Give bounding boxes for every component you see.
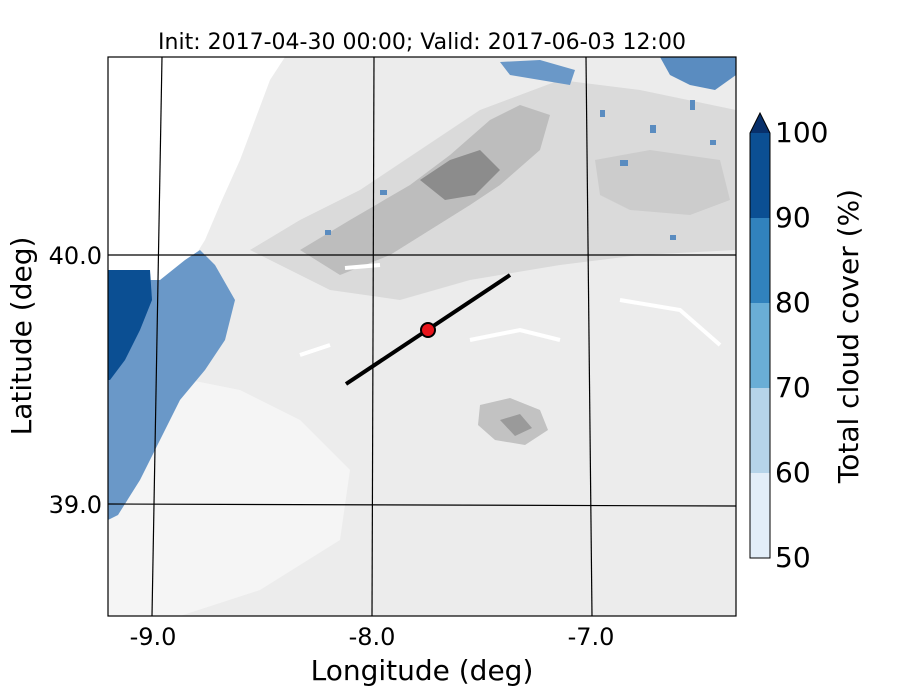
cloud-cover-west-dense <box>108 270 152 380</box>
x-tick-label: -9.0 <box>130 623 177 651</box>
colorbar-segment <box>750 473 770 558</box>
colorbar-tick: 60 <box>775 456 811 489</box>
rivers <box>299 263 722 357</box>
colorbar-label: Total cloud cover (%) <box>832 189 865 484</box>
x-tick-label: -7.0 <box>568 623 615 651</box>
colorbar-segment <box>750 218 770 303</box>
mountain-ridge <box>300 105 550 275</box>
figure-title: Init: 2017-04-30 00:00; Valid: 2017-06-0… <box>158 30 686 55</box>
colorbar-extend-arrow <box>750 113 770 133</box>
y-tick-label: 40.0 <box>49 242 102 270</box>
y-axis-label: Latitude (deg) <box>5 237 38 436</box>
cloud-cover-north <box>500 60 575 85</box>
colorbar-segment <box>750 303 770 388</box>
cloud-cover-patches <box>325 100 716 240</box>
colorbar-outline <box>749 111 771 559</box>
colorbar: 50 60 70 80 90 100 Total cloud cover (%) <box>749 111 865 574</box>
colorbar-tick: 70 <box>775 371 811 404</box>
map-panel <box>108 57 736 616</box>
x-tick-label: -8.0 <box>349 623 396 651</box>
terrain-south-peak <box>500 414 532 436</box>
map-frame <box>107 56 737 617</box>
colorbar-tick: 100 <box>775 116 828 149</box>
colorbar-tick: 50 <box>775 541 811 574</box>
colorbar-tick: 90 <box>775 201 811 234</box>
terrain-east <box>595 150 730 215</box>
lowland-southwest <box>108 380 350 616</box>
colorbar-segment <box>750 133 770 218</box>
y-tick-label: 39.0 <box>49 491 102 519</box>
location-marker <box>420 322 436 338</box>
colorbar-tick: 80 <box>775 286 811 319</box>
cloud-cover-northeast <box>660 57 736 90</box>
graticule <box>108 57 736 616</box>
ocean-area <box>108 57 285 470</box>
x-axis-label: Longitude (deg) <box>311 654 534 687</box>
colorbar-segment <box>750 388 770 473</box>
mountain-peak <box>420 150 500 200</box>
